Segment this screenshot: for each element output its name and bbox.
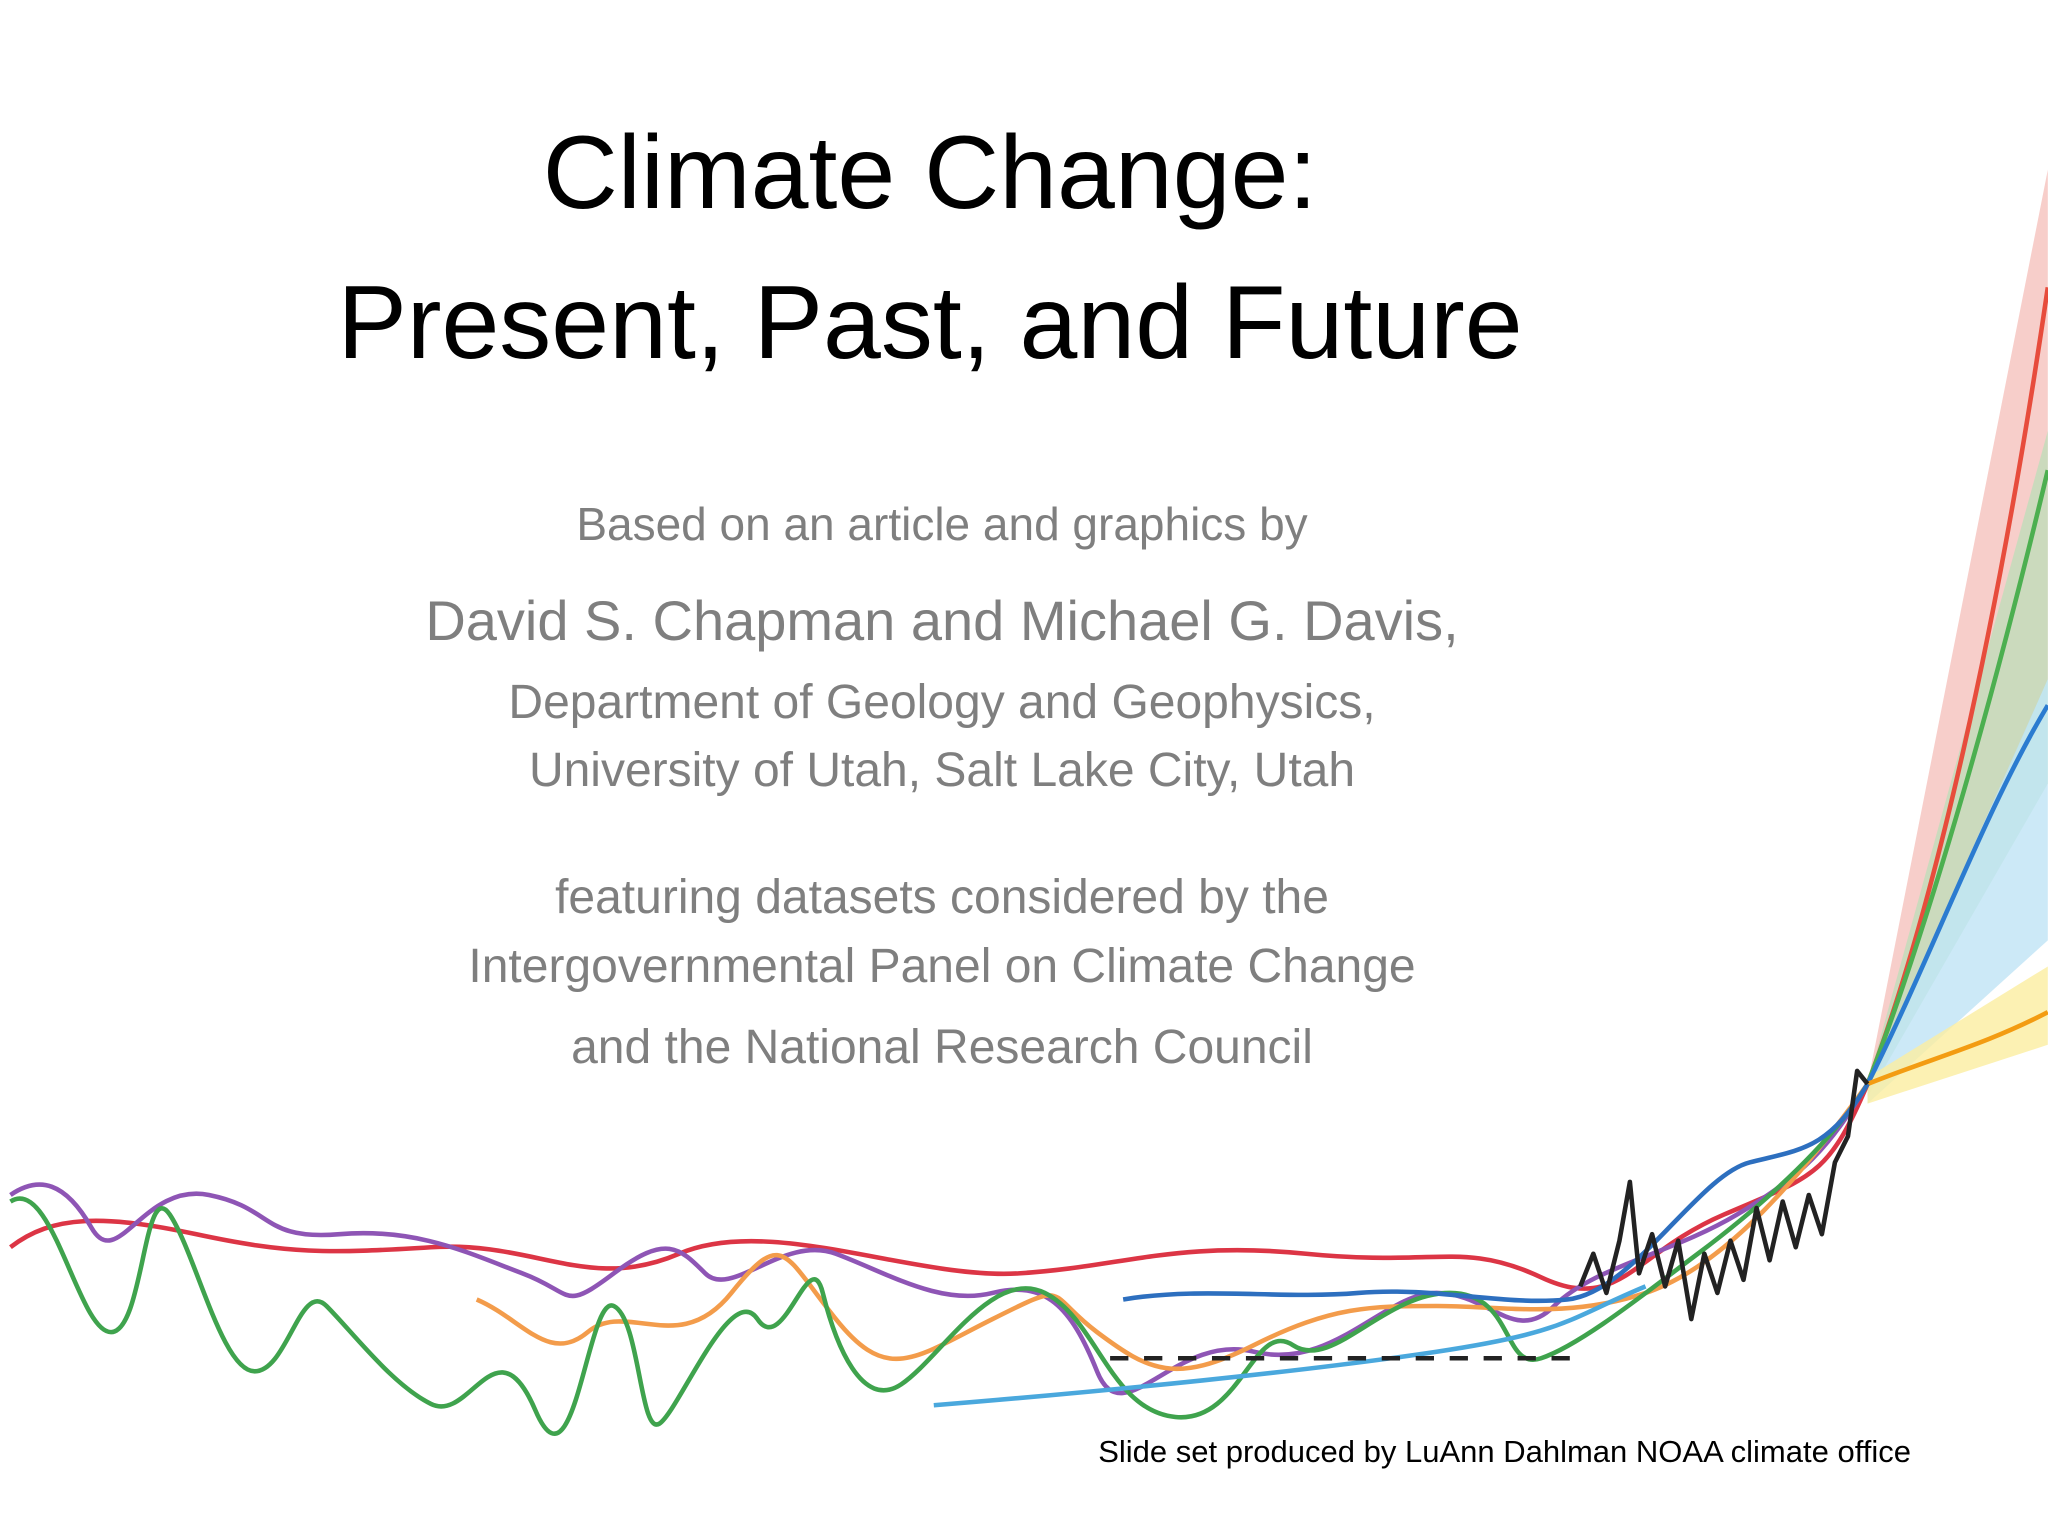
observed-line [1578,1068,1870,1322]
affiliation-line: Department of Geology and Geophysics, [508,676,1375,729]
decorative-graph [9,169,2048,1436]
purple-line [9,1082,1870,1396]
title-line: Climate Change: [543,115,1318,231]
green-band [1867,430,2048,1098]
intro: Based on an article and graphics by [576,498,1307,550]
orange-line [475,1082,1870,1372]
title-line: Present, Past, and Future [337,265,1522,381]
featuring-line: Intergovernmental Panel on Climate Chang… [468,940,1415,993]
featuring-line: and the National Research Council [571,1021,1313,1074]
credit: Slide set produced by LuAnn Dahlman NOAA… [1098,1434,1911,1469]
authors: David S. Chapman and Michael G. Davis, [425,589,1458,652]
blue-line [1122,1082,1870,1304]
affiliation-line: University of Utah, Salt Lake City, Utah [529,744,1355,797]
green-projection [1865,469,2048,1085]
red-band [1867,169,2048,1098]
blue-projection [1865,704,2048,1086]
featuring-line: featuring datasets considered by the [555,871,1329,924]
orange-projection [1866,1010,2048,1087]
